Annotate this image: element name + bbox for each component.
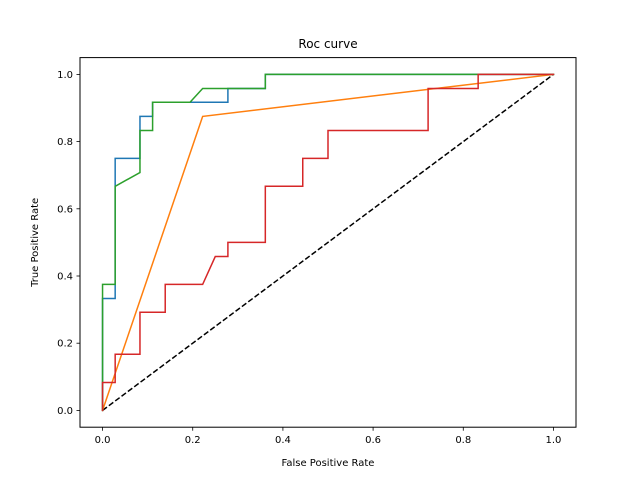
y-tick-label: 0.0 (57, 406, 73, 417)
y-tick-label: 0.6 (57, 204, 73, 215)
x-tick-label: 0.8 (455, 435, 471, 446)
y-tick-label: 0.2 (57, 339, 73, 350)
ticks-layer: 0.0 0.2 0.4 0.6 0.8 1.0 0.0 0.2 0.4 0.6 0.8 1.0 (57, 70, 561, 446)
x-tick-label: 0.2 (185, 435, 201, 446)
chart-title: Roc curve (298, 37, 357, 51)
y-tick-label: 1.0 (57, 70, 73, 81)
x-tick-label: 1.0 (546, 435, 562, 446)
reference-diagonal-line (102, 73, 554, 412)
y-tick-label: 0.8 (57, 137, 73, 148)
x-tick-label: 0.0 (95, 435, 111, 446)
x-tick-label: 0.6 (365, 435, 381, 446)
roc-series-line-4 (101, 73, 555, 412)
y-axis-label: True Positive Rate (30, 198, 41, 288)
x-axis-label: False Positive Rate (282, 458, 375, 469)
roc-series-line-3 (101, 73, 555, 412)
y-tick-label: 0.4 (57, 272, 73, 283)
x-tick-label: 0.4 (275, 435, 291, 446)
axes-frame (79, 57, 577, 428)
plot-layer (101, 73, 555, 412)
